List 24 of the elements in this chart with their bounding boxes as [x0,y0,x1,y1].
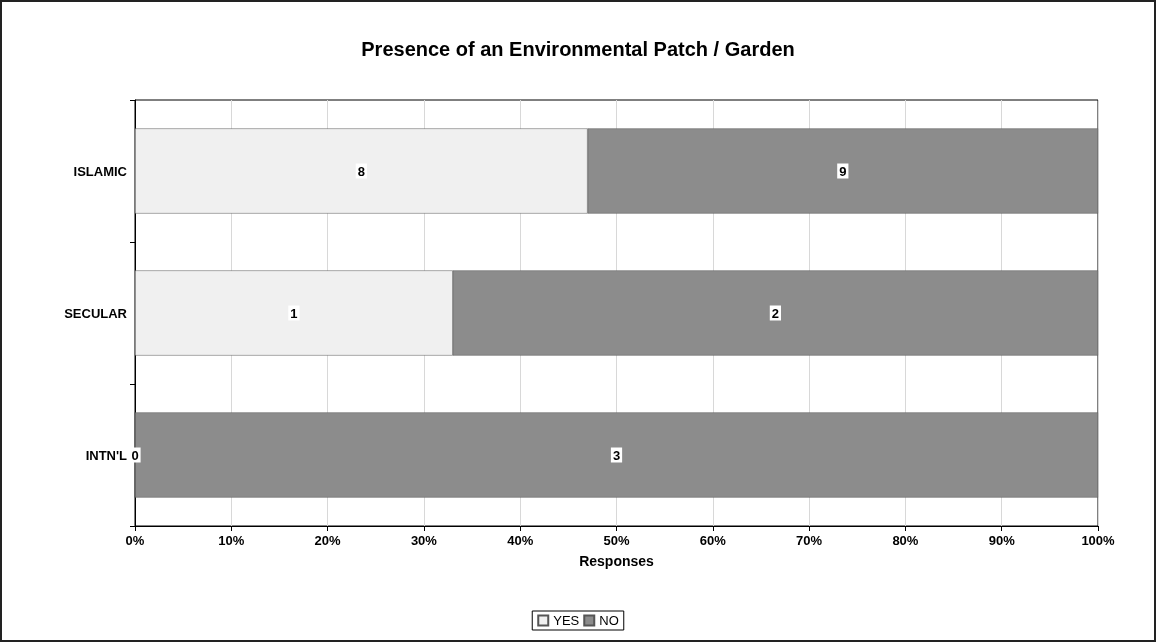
x-tick-label: 50% [603,533,630,548]
x-axis-title: Responses [579,553,655,569]
annotation: 9 [839,163,847,179]
x-tick-label: 10% [218,533,245,548]
y-tick-label: INTN'L [85,447,128,463]
x-tick-label: 60% [699,533,727,548]
chart-title: Presence of an Environmental Patch / Garden [361,38,795,60]
annotation: 3 [612,447,621,463]
legend-label: NO [599,613,619,628]
x-tick-label: 100% [1081,533,1116,548]
y-tick-label: SECULAR [64,305,128,321]
x-tick-label: 40% [507,533,534,548]
x-tick-label: 20% [314,533,342,548]
x-tick-label: 70% [796,533,823,548]
x-tick-label: 80% [892,533,919,548]
annotation: 8 [357,163,365,179]
x-tick-label: 0% [125,533,145,548]
y-tick-label: ISLAMIC [73,163,128,179]
annotation: 1 [290,305,298,321]
legend-label: YES [553,613,580,628]
x-tick-label: 90% [988,533,1016,548]
annotation: 0 [131,447,139,463]
x-tick-label: 30% [410,533,438,548]
annotation: 2 [771,305,780,321]
